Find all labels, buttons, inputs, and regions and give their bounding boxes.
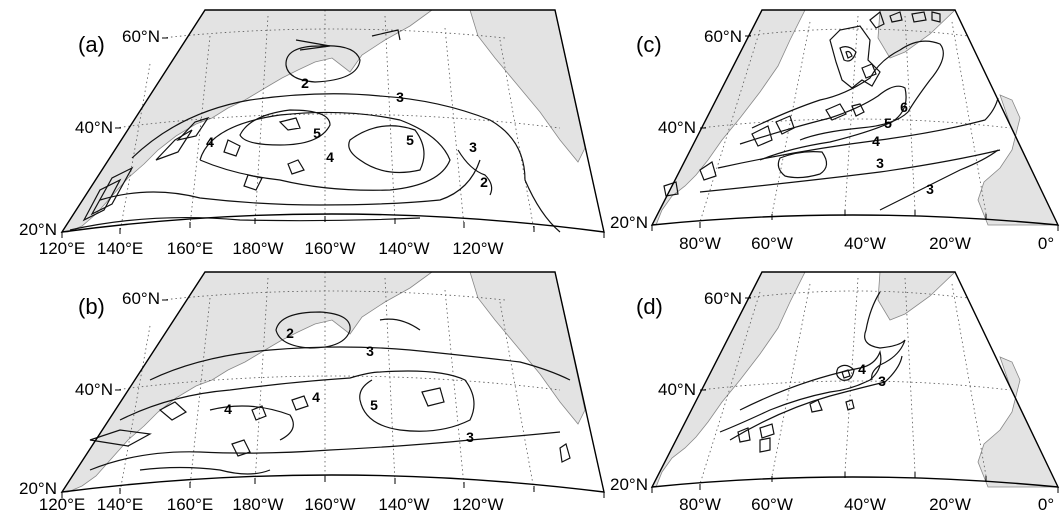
- lon-label: 0°: [1038, 495, 1054, 512]
- lon-label: 120°E: [39, 239, 86, 258]
- contour-labels-b: 2 3 4 4 5 3: [224, 325, 474, 445]
- contour-label: 4: [206, 134, 214, 150]
- lon-label: 120°W: [452, 495, 503, 512]
- map-outline-b: [60, 271, 605, 493]
- lon-label: 180°W: [232, 495, 283, 512]
- lon-label: 140°E: [97, 239, 144, 258]
- lat-label-60N: 60°N: [704, 289, 742, 308]
- lon-label: 40°W: [844, 234, 886, 253]
- contours-a: [69, 29, 561, 233]
- contours-b: [89, 311, 571, 475]
- lon-label: 60°W: [751, 495, 793, 512]
- contour-label: 5: [370, 397, 378, 413]
- contour-label: 5: [313, 125, 321, 141]
- lat-labels-c: 60°N 40°N 20°N: [610, 27, 742, 232]
- lat-label-40N: 40°N: [75, 380, 113, 399]
- lon-labels-a: 120°E 140°E 160°E 180°W 160°W 140°W 120°…: [39, 239, 504, 258]
- lat-label-40N: 40°N: [658, 380, 696, 399]
- lat-label-20N: 20°N: [610, 213, 648, 232]
- lon-label: 80°W: [679, 234, 721, 253]
- lon-label: 140°E: [97, 495, 144, 512]
- panel-d: (d) 60°N 40°N 20°N 80°W 60°W 40°W 20°W 0…: [610, 271, 1060, 512]
- contour-label: 4: [312, 389, 320, 405]
- map-outline-a: [60, 9, 605, 233]
- contour-label: 4: [858, 361, 866, 377]
- lon-labels-b: 120°E 140°E 160°E 180°W 160°W 140°W 120°…: [39, 495, 504, 512]
- graticule-d: [699, 277, 1011, 485]
- contour-label: 3: [466, 429, 474, 445]
- lon-label: 160°E: [167, 239, 214, 258]
- lat-label-20N: 20°N: [610, 475, 648, 494]
- panel-a: (a) 60°N 40°N 20°N 120°E 140°E 160°E 180…: [19, 9, 605, 258]
- contour-label: 3: [396, 89, 404, 105]
- contour-labels-c: 6 5 4 3 3: [872, 99, 934, 197]
- contour-label: 3: [926, 181, 934, 197]
- ticks-a: [61, 37, 605, 238]
- lon-label: 20°W: [929, 234, 971, 253]
- contour-label: 4: [224, 401, 232, 417]
- panel-label-a: (a): [78, 32, 105, 57]
- contour-label: 2: [301, 75, 309, 91]
- ticks-b: [61, 299, 605, 498]
- contours-c: [663, 10, 1001, 211]
- lon-label: 160°W: [304, 239, 355, 258]
- lon-labels-d: 80°W 60°W 40°W 20°W 0°: [679, 495, 1054, 512]
- lon-label: 0°: [1038, 234, 1054, 253]
- lat-labels-b: 60°N 40°N 20°N: [19, 289, 160, 498]
- lon-label: 60°W: [751, 234, 793, 253]
- contour-labels-d: 4 3: [858, 361, 886, 389]
- graticule-b: [114, 272, 561, 493]
- lon-label: 40°W: [844, 495, 886, 512]
- lon-label: 160°E: [167, 495, 214, 512]
- lon-label: 120°W: [452, 239, 503, 258]
- lon-label: 140°W: [378, 239, 429, 258]
- contour-labels-a: 2 3 5 4 4 5 3 2: [206, 75, 488, 190]
- lat-label-20N: 20°N: [19, 479, 57, 498]
- panel-label-b: (b): [78, 294, 105, 319]
- contour-label: 2: [286, 325, 294, 341]
- panel-label-d: (d): [636, 294, 663, 319]
- map-outline-c: [650, 9, 1060, 226]
- contour-label: 4: [872, 133, 880, 149]
- contour-label: 5: [406, 132, 414, 148]
- panel-c: (c) 60°N 40°N 20°N 80°W 60°W 40°W 20°W 0…: [610, 9, 1060, 253]
- contour-label: 5: [884, 115, 892, 131]
- lat-label-40N: 40°N: [75, 118, 113, 137]
- lat-labels-d: 60°N 40°N 20°N: [610, 289, 742, 494]
- lon-label: 120°E: [39, 495, 86, 512]
- contour-label: 4: [326, 149, 334, 165]
- lon-label: 180°W: [232, 239, 283, 258]
- contour-label: 3: [366, 343, 374, 359]
- land-b: [61, 271, 434, 493]
- lat-label-60N: 60°N: [122, 27, 160, 46]
- lat-label-60N: 60°N: [704, 27, 742, 46]
- panel-b: (b) 60°N 40°N 20°N 120°E 140°E 160°E 180…: [19, 271, 605, 512]
- lon-label: 80°W: [679, 495, 721, 512]
- map-outline-d: [650, 271, 1060, 488]
- lat-label-60N: 60°N: [122, 289, 160, 308]
- contour-label: 3: [469, 139, 477, 155]
- land-d-west: [651, 271, 806, 488]
- contour-label: 6: [900, 99, 908, 115]
- lon-labels-c: 80°W 60°W 40°W 20°W 0°: [679, 234, 1054, 253]
- lon-label: 140°W: [378, 495, 429, 512]
- lon-label: 20°W: [929, 495, 971, 512]
- land-c-west: [651, 9, 806, 226]
- lat-label-40N: 40°N: [658, 118, 696, 137]
- lon-label: 160°W: [304, 495, 355, 512]
- lat-label-20N: 20°N: [19, 220, 57, 239]
- lat-labels-a: 60°N 40°N 20°N: [19, 27, 160, 239]
- panel-label-c: (c): [636, 32, 662, 57]
- contours-d: [719, 291, 906, 453]
- contour-label: 3: [876, 155, 884, 171]
- contour-label: 2: [480, 174, 488, 190]
- contour-label: 3: [878, 373, 886, 389]
